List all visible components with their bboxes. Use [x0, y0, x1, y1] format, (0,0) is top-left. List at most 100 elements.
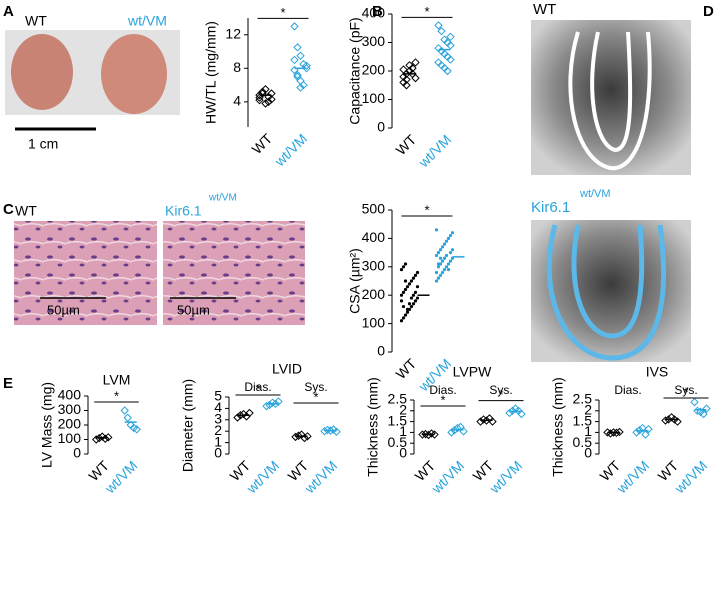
- significance-label: *: [683, 384, 688, 399]
- chart-title: IVS: [646, 364, 669, 380]
- data-point: [411, 73, 420, 83]
- panel-label: E: [3, 375, 13, 392]
- chart-title: LVID: [272, 361, 302, 377]
- data-point: [448, 259, 453, 263]
- data-point: [405, 310, 410, 314]
- data-point: [411, 302, 416, 306]
- data-point: [444, 239, 449, 243]
- micro-scale-label: 50µm: [47, 302, 80, 317]
- superscript: wt/VM: [208, 193, 237, 204]
- data-point: [405, 285, 410, 289]
- data-point: [296, 51, 305, 60]
- significance-label: *: [424, 4, 429, 19]
- y-tick-label: 1: [584, 423, 592, 439]
- heart-vm: [101, 34, 167, 114]
- data-point: [450, 231, 455, 235]
- pair-label: Sys.: [304, 380, 327, 394]
- data-point: [401, 304, 406, 309]
- data-point: [446, 262, 451, 266]
- data-point: [132, 425, 141, 434]
- data-point: [644, 424, 653, 434]
- y-tick-label: 200: [362, 286, 386, 302]
- data-point: [407, 282, 412, 286]
- panel-label: C: [3, 201, 14, 218]
- data-point: [267, 95, 276, 104]
- y-tick-label: 0: [584, 445, 592, 461]
- y-tick-label: 100: [362, 90, 386, 106]
- x-tick-label: wt/VM: [671, 457, 711, 497]
- histology-vm: [163, 221, 305, 325]
- data-point: [436, 276, 441, 280]
- y-tick-label: 4: [214, 399, 222, 415]
- data-point: [699, 409, 708, 419]
- data-point: [690, 397, 699, 407]
- y-tick-label: 2: [584, 402, 592, 418]
- y-axis-label: Diameter (mm): [180, 379, 196, 472]
- data-point: [508, 406, 517, 416]
- data-point: [415, 296, 420, 300]
- data-point: [409, 279, 414, 283]
- data-point: [448, 251, 453, 255]
- data-point: [413, 273, 418, 277]
- data-point: [401, 290, 406, 294]
- data-point: [261, 99, 270, 108]
- data-point: [296, 83, 305, 92]
- significance-label: *: [280, 5, 285, 20]
- histology-label: WT: [15, 203, 37, 219]
- data-point: [236, 411, 245, 420]
- significance-label: *: [424, 202, 429, 217]
- data-point: [446, 41, 455, 50]
- data-point: [403, 262, 408, 266]
- significance-label: *: [440, 392, 445, 407]
- data-point: [303, 432, 312, 441]
- echo-vm: [531, 220, 691, 362]
- data-point: [399, 319, 404, 323]
- y-tick-label: 0: [73, 445, 81, 461]
- data-point: [641, 430, 650, 439]
- data-point: [290, 22, 299, 31]
- data-point: [293, 70, 302, 80]
- data-point: [413, 299, 418, 303]
- y-tick-label: 0.5: [388, 434, 408, 450]
- data-point: [482, 416, 491, 425]
- data-point: [262, 401, 271, 411]
- data-point: [440, 245, 445, 249]
- data-point: [440, 270, 445, 275]
- data-point: [437, 26, 446, 36]
- data-point: [434, 279, 439, 283]
- data-point: [442, 256, 447, 260]
- y-tick-label: 1: [399, 423, 407, 439]
- data-point: [440, 259, 445, 263]
- data-point: [409, 304, 414, 309]
- chart-title: LVPW: [453, 364, 492, 380]
- data-point: [444, 253, 449, 258]
- data-point: [405, 61, 414, 70]
- scale-label: 1 cm: [28, 136, 58, 152]
- data-point: [407, 302, 412, 306]
- data-point: [436, 265, 441, 269]
- data-point: [415, 270, 420, 275]
- data-point: [267, 89, 276, 98]
- y-tick-label: 2.5: [388, 391, 408, 407]
- y-tick-label: 8: [233, 59, 241, 75]
- y-tick-label: 2.5: [573, 391, 593, 407]
- data-point: [323, 425, 332, 435]
- data-point: [399, 65, 408, 74]
- data-point: [443, 66, 452, 76]
- echo-outline: [590, 31, 633, 153]
- data-point: [302, 61, 311, 70]
- y-axis-label: Thickness (mm): [550, 377, 566, 477]
- significance-label: *: [114, 388, 119, 403]
- data-point: [438, 248, 443, 252]
- y-tick-label: 1: [214, 433, 222, 449]
- data-point: [450, 248, 455, 252]
- panel-label: A: [3, 3, 14, 20]
- panel-label: B: [372, 3, 383, 20]
- data-point: [399, 268, 404, 272]
- data-point: [434, 21, 443, 30]
- data-point: [399, 293, 404, 297]
- data-point: [413, 290, 418, 294]
- pair-label: Sys.: [489, 383, 512, 397]
- echo-wt: [531, 20, 691, 175]
- data-point: [418, 430, 427, 439]
